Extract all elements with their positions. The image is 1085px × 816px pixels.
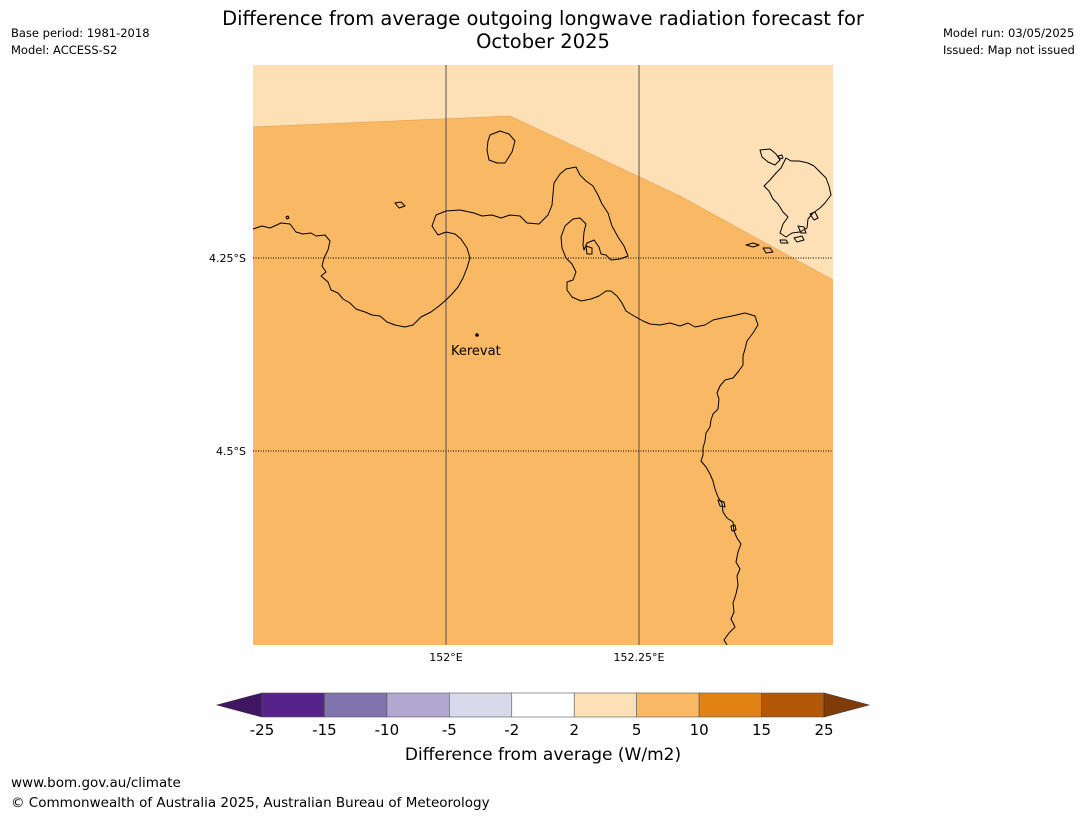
colorbar-swatch [636, 692, 700, 718]
title-line-2: October 2025 [476, 30, 610, 53]
colorbar-tick-label: -15 [312, 721, 337, 739]
kerevat-label: Kerevat [451, 344, 501, 359]
base-period-text: Base period: 1981-2018 [11, 26, 150, 40]
colorbar-swatch [511, 692, 575, 718]
colorbar-swatch [324, 692, 388, 718]
footer-url: www.bom.gov.au/climate [11, 775, 181, 791]
colorbar-extend-high [823, 692, 871, 718]
lat-label-4-5: 4.5°S [216, 445, 246, 458]
colorbar-tick-label: -2 [504, 721, 519, 739]
base-period-info: Base period: 1981-2018 Model: ACCESS-S2 [11, 25, 150, 59]
colorbar-tick-label: 10 [690, 721, 709, 739]
title-line-1: Difference from average outgoing longwav… [222, 7, 864, 30]
colorbar-extend-low [215, 692, 263, 718]
coastline [252, 130, 832, 646]
colorbar-label: Difference from average (W/m2) [404, 745, 682, 765]
colorbar-tick-label: -5 [442, 721, 457, 739]
colorbar-tick-label: 5 [632, 721, 642, 739]
colorbar-swatch [761, 692, 825, 718]
kerevat-marker [475, 333, 479, 337]
model-run-text: Model run: 03/05/2025 [943, 26, 1075, 40]
colorbar-swatch [386, 692, 450, 718]
model-run-info: Model run: 03/05/2025 Issued: Map not is… [943, 25, 1075, 59]
category-boundary [252, 115, 834, 281]
lon-label-152-25: 152.25°E [614, 651, 665, 664]
colorbar-tick-label: 15 [752, 721, 771, 739]
issued-text: Issued: Map not issued [943, 43, 1075, 57]
colorbar-swatch [261, 692, 325, 718]
colorbar-tick-label: 2 [569, 721, 579, 739]
colorbar-swatch [449, 692, 513, 718]
colorbar-swatch [573, 692, 637, 718]
map-title: Difference from average outgoing longwav… [143, 7, 943, 53]
lat-label-4-25: 4.25°S [209, 252, 246, 265]
colorbar: -25 -15 -10 -5 -2 2 5 10 15 25 [215, 692, 871, 739]
colorbar-swatch [698, 692, 762, 718]
footer-copyright: © Commonwealth of Australia 2025, Austra… [11, 795, 490, 811]
map-fill-2-5 [253, 65, 833, 280]
lon-label-152: 152°E [429, 651, 462, 664]
colorbar-tick-label: -25 [250, 721, 275, 739]
model-text: Model: ACCESS-S2 [11, 43, 118, 57]
colorbar-tick-label: -10 [375, 721, 400, 739]
colorbar-tick-label: 25 [814, 721, 833, 739]
